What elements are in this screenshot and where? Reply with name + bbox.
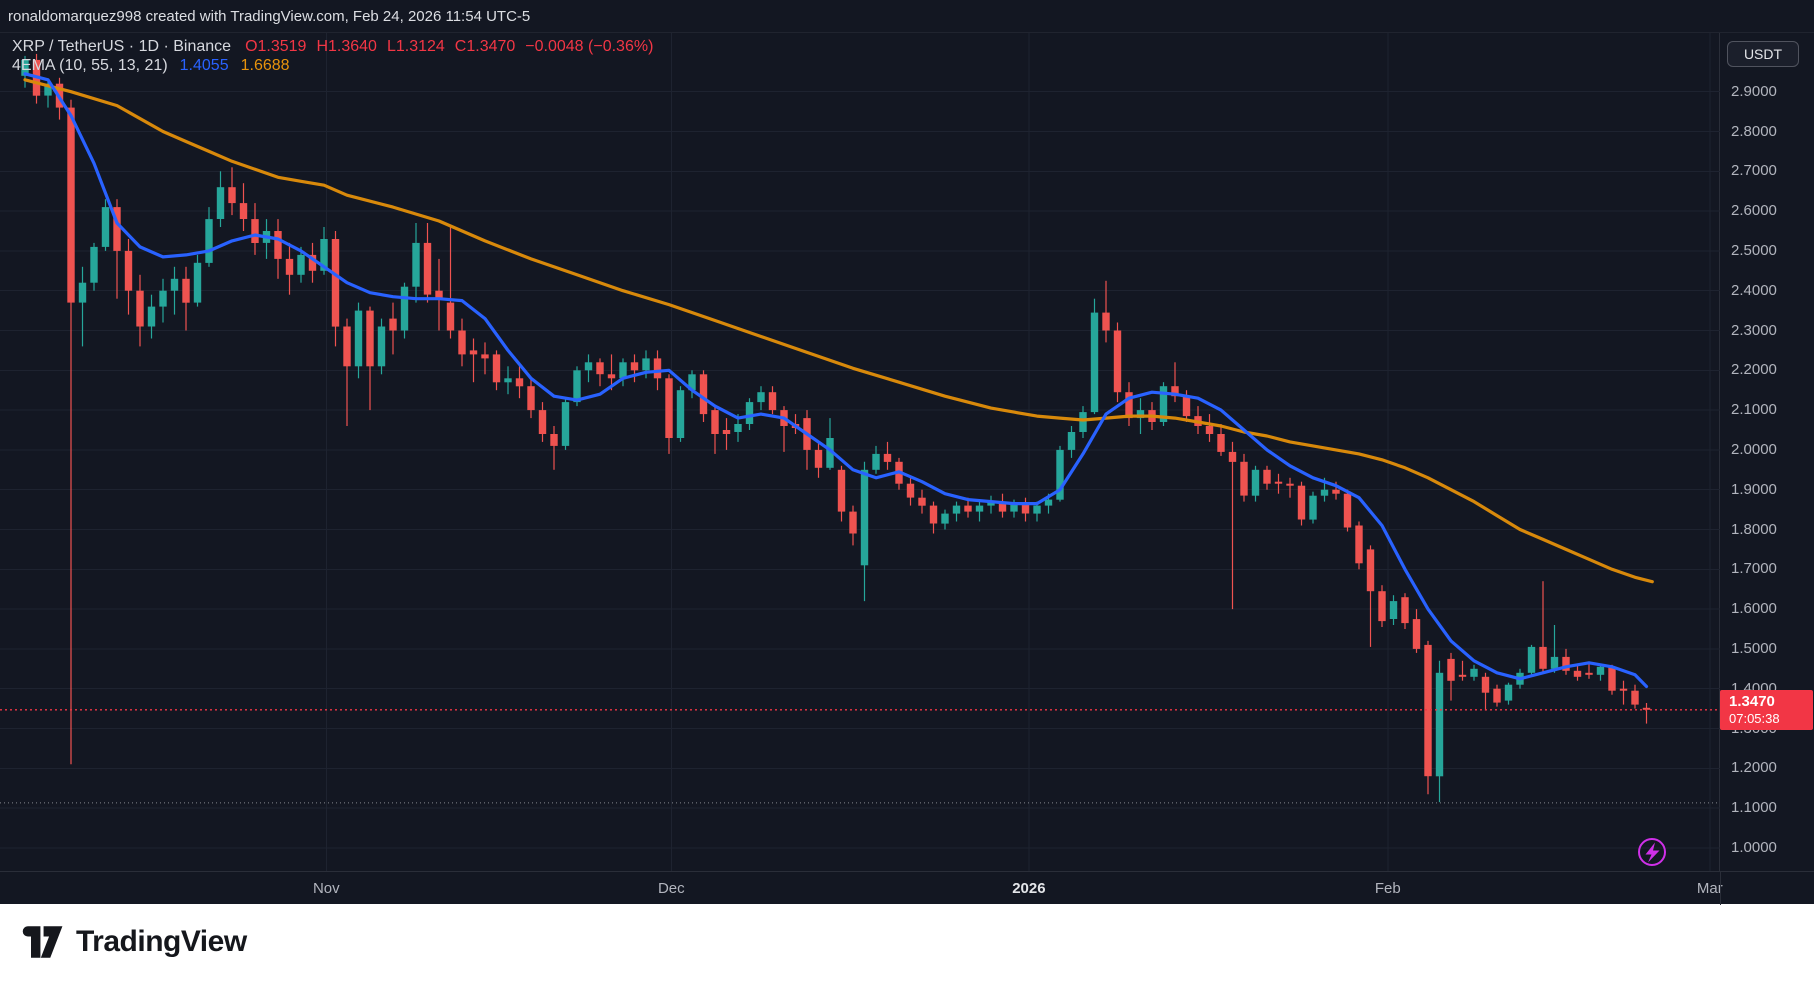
time-tick-Feb: Feb	[1374, 880, 1401, 897]
time-tick-Dec: Dec	[657, 880, 685, 897]
axis-corner-separator	[1720, 872, 1721, 905]
lightning-icon	[1645, 842, 1660, 863]
time-tick-Mar: Mar	[1696, 880, 1723, 897]
tradingview-wordmark: TradingView	[76, 925, 247, 958]
attribution-bar: ronaldomarquez998 created with TradingVi…	[0, 0, 1814, 33]
price-tick: 1.7000	[1731, 560, 1777, 578]
chart-area: XRP / TetherUS · 1D · Binance O1.3519 H1…	[0, 33, 1814, 871]
price-tick: 1.0000	[1731, 838, 1777, 856]
candlestick-chart[interactable]	[0, 33, 1720, 871]
tradingview-logo-link[interactable]: TradingView	[20, 925, 247, 959]
time-tick-Nov: Nov	[312, 880, 340, 897]
price-tick: 1.5000	[1731, 639, 1777, 657]
price-tick: 2.6000	[1731, 202, 1777, 220]
attribution-text: ronaldomarquez998 created with TradingVi…	[8, 7, 531, 25]
price-tick: 1.1000	[1731, 799, 1777, 817]
tradingview-logo-icon	[22, 926, 63, 958]
currency-toggle-button[interactable]: USDT	[1727, 41, 1799, 67]
price-tick: 1.6000	[1731, 600, 1777, 618]
time-axis[interactable]: Nov Dec 2026 Feb Mar	[0, 871, 1814, 905]
last-price-label: 1.3470 07:05:38	[1720, 689, 1813, 730]
price-tick: 2.9000	[1731, 82, 1777, 100]
price-tick: 2.3000	[1731, 321, 1777, 339]
bar-countdown: 07:05:38	[1729, 710, 1780, 726]
price-tick: 2.1000	[1731, 401, 1777, 419]
price-axis[interactable]: USDT 2.9000 2.8000 2.7000 2.6000 2.5000 2.400…	[1720, 33, 1813, 871]
price-tick: 1.2000	[1731, 759, 1777, 777]
chart-pane[interactable]: XRP / TetherUS · 1D · Binance O1.3519 H1…	[0, 33, 1720, 871]
price-tick: 2.0000	[1731, 440, 1777, 458]
price-tick: 1.9000	[1731, 480, 1777, 498]
footer: TradingView	[0, 904, 1814, 980]
price-tick: 2.7000	[1731, 162, 1777, 180]
boost-button[interactable]	[1638, 838, 1666, 866]
price-tick: 2.8000	[1731, 122, 1777, 140]
price-tick: 2.2000	[1731, 361, 1777, 379]
price-tick: 1.8000	[1731, 520, 1777, 538]
last-price-value: 1.3470	[1729, 692, 1775, 710]
price-tick: 2.4000	[1731, 281, 1777, 299]
time-tick-2026: 2026	[1012, 880, 1046, 897]
price-tick: 2.5000	[1731, 241, 1777, 259]
